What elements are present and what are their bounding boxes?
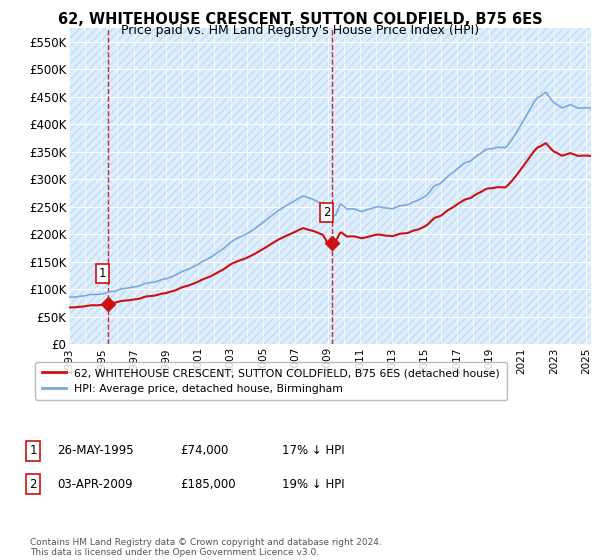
Text: 62, WHITEHOUSE CRESCENT, SUTTON COLDFIELD, B75 6ES: 62, WHITEHOUSE CRESCENT, SUTTON COLDFIEL…: [58, 12, 542, 27]
Text: Price paid vs. HM Land Registry's House Price Index (HPI): Price paid vs. HM Land Registry's House …: [121, 24, 479, 36]
Legend: 62, WHITEHOUSE CRESCENT, SUTTON COLDFIELD, B75 6ES (detached house), HPI: Averag: 62, WHITEHOUSE CRESCENT, SUTTON COLDFIEL…: [35, 362, 506, 400]
Text: £185,000: £185,000: [180, 478, 236, 491]
Text: 1: 1: [99, 267, 107, 280]
Text: £74,000: £74,000: [180, 444, 229, 458]
Text: 19% ↓ HPI: 19% ↓ HPI: [282, 478, 344, 491]
Text: 1: 1: [29, 444, 37, 458]
Text: 2: 2: [323, 206, 331, 219]
Text: 17% ↓ HPI: 17% ↓ HPI: [282, 444, 344, 458]
Text: Contains HM Land Registry data © Crown copyright and database right 2024.
This d: Contains HM Land Registry data © Crown c…: [30, 538, 382, 557]
Text: 2: 2: [29, 478, 37, 491]
Text: 26-MAY-1995: 26-MAY-1995: [57, 444, 134, 458]
Text: 03-APR-2009: 03-APR-2009: [57, 478, 133, 491]
